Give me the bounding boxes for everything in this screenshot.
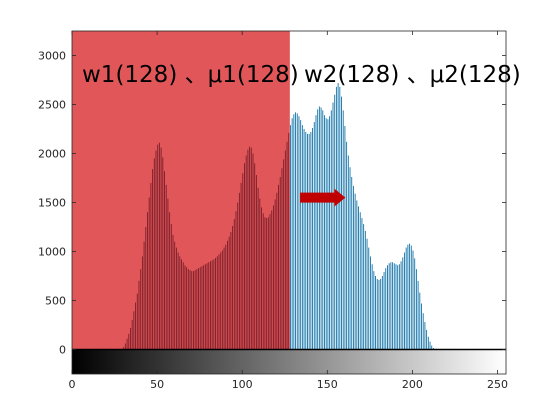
y-tick-label: 1500 xyxy=(38,197,66,210)
arrow-head xyxy=(334,188,346,207)
y-tick-label: 1000 xyxy=(38,246,66,259)
x-tick-label: 250 xyxy=(487,378,508,391)
x-tick-label: 50 xyxy=(150,378,164,391)
x-tick-label: 200 xyxy=(402,378,423,391)
y-tick-label: 0 xyxy=(59,344,66,357)
y-tick-label: 2500 xyxy=(38,99,66,112)
left-region-fill xyxy=(72,31,290,350)
x-tick-label: 100 xyxy=(232,378,253,391)
threshold-arrow xyxy=(300,188,346,207)
y-tick-label: 2000 xyxy=(38,148,66,161)
x-tick-label: 150 xyxy=(317,378,338,391)
x-tick-label: 0 xyxy=(69,378,76,391)
plot-area xyxy=(71,30,507,375)
y-tick-label: 500 xyxy=(45,295,66,308)
arrow-shaft xyxy=(300,192,336,203)
right-region-label: w2(128) 、μ2(128) xyxy=(304,62,521,88)
y-tick-label: 3000 xyxy=(38,50,66,63)
grayscale-colorbar xyxy=(72,349,506,374)
tick-labels: 0 500 1000 1500 2000 2500 3000 0 50 100 150 200 250 xyxy=(38,50,508,392)
left-region-label: w1(128) 、μ1(128) xyxy=(82,62,299,88)
region-labels: w1(128) 、μ1(128) w2(128) 、μ2(128) xyxy=(82,62,521,88)
